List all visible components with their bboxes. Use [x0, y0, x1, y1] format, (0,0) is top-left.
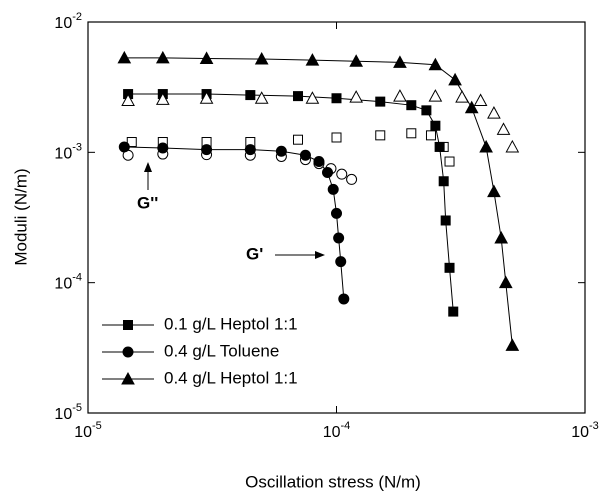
legend-marker: [123, 320, 133, 330]
data-point: [494, 230, 509, 244]
data-point: [293, 134, 304, 145]
data-point: [487, 106, 501, 119]
y-tick-label: 10-4: [54, 272, 82, 293]
annotation: G': [246, 244, 263, 263]
data-point: [464, 100, 479, 114]
data-point: [117, 50, 132, 64]
data-point: [126, 137, 137, 148]
data-point: [479, 139, 493, 153]
data-point: [293, 91, 304, 102]
data-point: [406, 100, 417, 111]
data-point: [455, 90, 469, 103]
y-tick-label: 10-2: [54, 11, 82, 32]
data-point: [473, 93, 488, 106]
annotation: G'': [137, 193, 158, 212]
annotation-arrowhead: [315, 251, 325, 259]
y-tick-label: 10-3: [54, 141, 82, 162]
data-point: [335, 256, 347, 268]
data-point: [421, 105, 432, 116]
data-point: [201, 144, 213, 156]
data-point: [322, 167, 334, 179]
data-point: [299, 149, 311, 161]
data-point: [254, 51, 269, 65]
data-point: [155, 50, 170, 64]
x-axis-label: Oscillation stress (N/m): [245, 472, 421, 491]
data-point: [338, 293, 350, 305]
data-point: [438, 176, 449, 187]
legend-marker: [122, 346, 134, 358]
legend-label: 0.4 g/L Heptol 1:1: [164, 368, 298, 387]
data-point: [155, 92, 170, 105]
data-point: [157, 142, 169, 154]
data-point: [349, 90, 364, 103]
data-point: [275, 145, 287, 157]
data-point: [313, 156, 325, 168]
data-point: [393, 89, 407, 102]
legend-marker: [121, 371, 135, 385]
series-line: [124, 146, 345, 299]
data-point: [199, 51, 214, 64]
y-tick-label: 10-5: [54, 402, 82, 423]
series-line: [124, 57, 513, 346]
data-point: [333, 232, 345, 244]
y-axis-label: Moduli (N/m): [11, 168, 30, 265]
x-tick-label: 10-5: [74, 420, 102, 441]
legend-label: 0.4 g/L Toluene: [164, 341, 279, 360]
data-point: [349, 54, 364, 67]
data-point: [434, 141, 445, 152]
data-point: [406, 128, 417, 139]
data-point: [487, 184, 501, 198]
data-point: [505, 338, 520, 351]
data-point: [430, 120, 441, 131]
data-point: [444, 156, 455, 167]
data-point: [346, 173, 358, 185]
series-line: [128, 93, 454, 312]
data-point: [498, 275, 513, 289]
annotation-arrowhead: [144, 162, 152, 172]
data-point: [375, 130, 386, 141]
data-point: [245, 90, 256, 101]
data-point: [393, 55, 407, 68]
data-point: [118, 141, 130, 153]
data-point: [448, 72, 462, 86]
data-point: [505, 139, 520, 153]
data-point: [425, 130, 436, 141]
data-point: [428, 57, 443, 71]
data-point: [121, 93, 135, 106]
data-point: [254, 91, 269, 104]
data-point: [199, 91, 214, 104]
data-point: [331, 207, 342, 219]
data-point: [305, 91, 320, 104]
data-point: [331, 93, 342, 104]
x-tick-label: 10-4: [323, 420, 351, 441]
data-point: [440, 215, 451, 226]
x-tick-label: 10-3: [571, 420, 599, 441]
data-point: [448, 306, 459, 317]
data-point: [305, 53, 320, 66]
data-point: [496, 122, 511, 135]
data-point: [444, 262, 455, 273]
data-point: [375, 96, 386, 107]
data-point: [244, 144, 256, 156]
data-point: [336, 168, 348, 180]
data-point: [428, 89, 443, 102]
data-point: [327, 183, 339, 195]
data-point: [331, 132, 342, 143]
legend-label: 0.1 g/L Heptol 1:1: [164, 314, 298, 333]
